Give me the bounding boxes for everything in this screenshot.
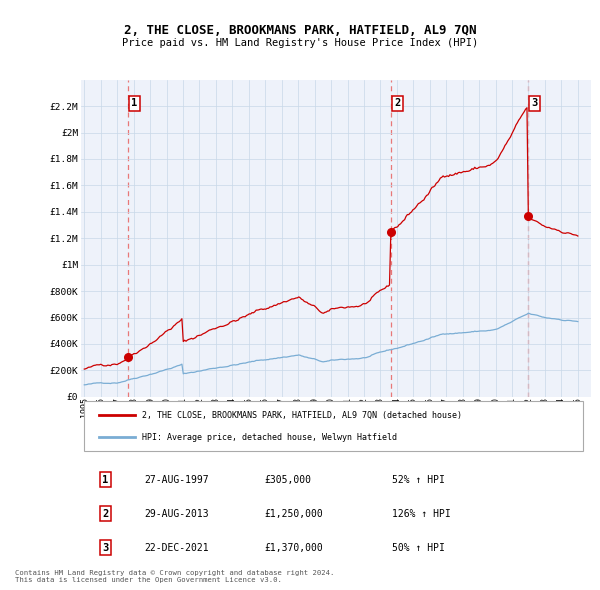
FancyBboxPatch shape bbox=[83, 401, 583, 451]
Text: £305,000: £305,000 bbox=[265, 475, 311, 485]
Text: Contains HM Land Registry data © Crown copyright and database right 2024.
This d: Contains HM Land Registry data © Crown c… bbox=[15, 570, 334, 583]
Text: 52% ↑ HPI: 52% ↑ HPI bbox=[392, 475, 445, 485]
Text: 22-DEC-2021: 22-DEC-2021 bbox=[145, 543, 209, 553]
Text: 126% ↑ HPI: 126% ↑ HPI bbox=[392, 509, 451, 519]
Text: HPI: Average price, detached house, Welwyn Hatfield: HPI: Average price, detached house, Welw… bbox=[142, 433, 397, 442]
Text: 2: 2 bbox=[395, 99, 401, 109]
Text: 29-AUG-2013: 29-AUG-2013 bbox=[145, 509, 209, 519]
Text: 2, THE CLOSE, BROOKMANS PARK, HATFIELD, AL9 7QN: 2, THE CLOSE, BROOKMANS PARK, HATFIELD, … bbox=[124, 24, 476, 37]
Text: £1,370,000: £1,370,000 bbox=[265, 543, 323, 553]
Text: 1: 1 bbox=[131, 99, 137, 109]
Text: 2, THE CLOSE, BROOKMANS PARK, HATFIELD, AL9 7QN (detached house): 2, THE CLOSE, BROOKMANS PARK, HATFIELD, … bbox=[142, 411, 462, 419]
Text: 50% ↑ HPI: 50% ↑ HPI bbox=[392, 543, 445, 553]
Text: £1,250,000: £1,250,000 bbox=[265, 509, 323, 519]
Text: 1: 1 bbox=[103, 475, 109, 485]
Text: 3: 3 bbox=[103, 543, 109, 553]
Text: 2: 2 bbox=[103, 509, 109, 519]
Text: 3: 3 bbox=[531, 99, 538, 109]
Text: 27-AUG-1997: 27-AUG-1997 bbox=[145, 475, 209, 485]
Text: Price paid vs. HM Land Registry's House Price Index (HPI): Price paid vs. HM Land Registry's House … bbox=[122, 38, 478, 48]
